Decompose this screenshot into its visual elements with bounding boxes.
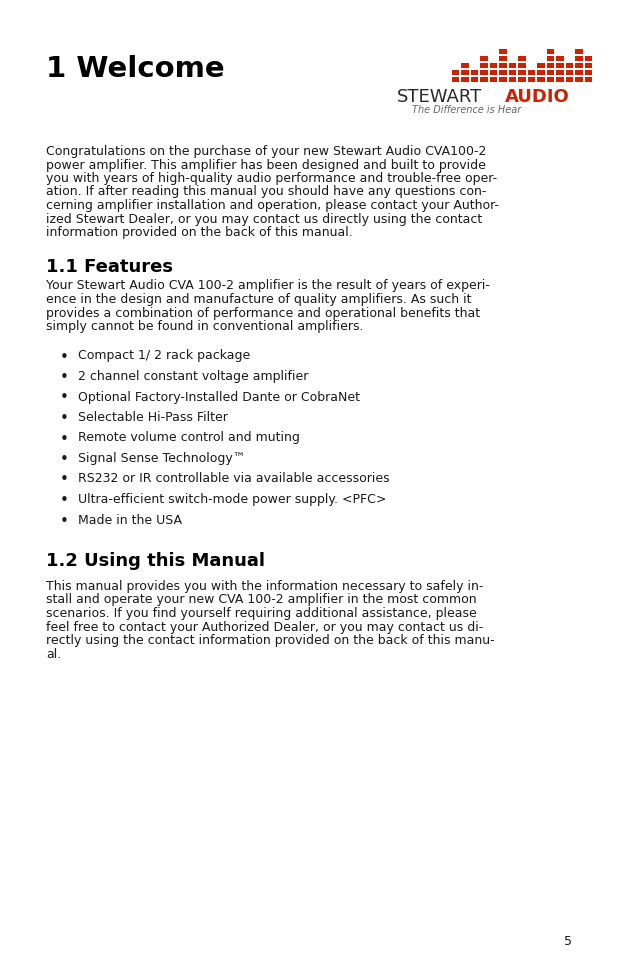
Text: •: • [60,452,69,467]
Text: Congratulations on the purchase of your new Stewart Audio CVA100-2: Congratulations on the purchase of your … [46,145,487,158]
Text: 1.1 Features: 1.1 Features [46,257,174,275]
Text: 5: 5 [564,934,572,947]
Bar [499,64,507,69]
Bar [585,71,592,76]
Text: ence in the design and manufacture of quality amplifiers. As such it: ence in the design and manufacture of qu… [46,293,472,306]
Bar [575,50,583,55]
Text: 2 channel constant voltage amplifier: 2 channel constant voltage amplifier [78,370,309,382]
Bar [565,77,573,83]
Bar [528,77,535,83]
Bar [489,64,497,69]
Text: rectly using the contact information provided on the back of this manu-: rectly using the contact information pro… [46,634,495,646]
Text: cerning amplifier installation and operation, please contact your Author-: cerning amplifier installation and opera… [46,199,499,212]
Bar [537,64,544,69]
Bar [452,71,459,76]
Bar [509,77,516,83]
Text: Compact 1/ 2 rack package: Compact 1/ 2 rack package [78,349,251,362]
Text: provides a combination of performance and operational benefits that: provides a combination of performance an… [46,306,480,319]
Text: •: • [60,390,69,405]
Bar [461,77,468,83]
Text: ized Stewart Dealer, or you may contact us directly using the contact: ized Stewart Dealer, or you may contact … [46,213,483,225]
Text: simply cannot be found in conventional amplifiers.: simply cannot be found in conventional a… [46,319,364,333]
Bar [585,64,592,69]
Text: 1 Welcome: 1 Welcome [46,55,225,83]
Bar [546,50,554,55]
Bar [575,64,583,69]
Text: ation. If after reading this manual you should have any questions con-: ation. If after reading this manual you … [46,185,487,198]
Bar [499,50,507,55]
Bar [499,56,507,62]
Text: Remote volume control and muting: Remote volume control and muting [78,431,300,444]
Bar [565,71,573,76]
Text: •: • [60,472,69,487]
Bar [518,64,525,69]
Text: stall and operate your new CVA 100-2 amplifier in the most common: stall and operate your new CVA 100-2 amp… [46,593,477,606]
Text: •: • [60,411,69,426]
Text: The Difference is Hear: The Difference is Hear [412,105,521,115]
Text: 1.2 Using this Manual: 1.2 Using this Manual [46,552,265,569]
Text: scenarios. If you find yourself requiring additional assistance, please: scenarios. If you find yourself requirin… [46,606,477,619]
Bar [546,77,554,83]
Bar [556,71,564,76]
Bar [518,56,525,62]
Bar [499,71,507,76]
Text: al.: al. [46,647,62,659]
Bar [537,77,544,83]
Text: power amplifier. This amplifier has been designed and built to provide: power amplifier. This amplifier has been… [46,158,486,172]
Text: •: • [60,493,69,507]
Text: Ultra-efficient switch-mode power supply. <PFC>: Ultra-efficient switch-mode power supply… [78,493,387,505]
Bar [546,64,554,69]
Bar [537,71,544,76]
Text: This manual provides you with the information necessary to safely in-: This manual provides you with the inform… [46,579,484,593]
Bar [556,64,564,69]
Text: you with years of high-quality audio performance and trouble-free oper-: you with years of high-quality audio per… [46,172,497,185]
Text: feel free to contact your Authorized Dealer, or you may contact us di-: feel free to contact your Authorized Dea… [46,619,484,633]
Text: Optional Factory-Installed Dante or CobraNet: Optional Factory-Installed Dante or Cobr… [78,390,360,403]
Bar [518,71,525,76]
Bar [489,71,497,76]
Text: Your Stewart Audio CVA 100-2 amplifier is the result of years of experi-: Your Stewart Audio CVA 100-2 amplifier i… [46,279,490,293]
Text: Signal Sense Technology™: Signal Sense Technology™ [78,452,245,464]
Bar [499,77,507,83]
Bar [556,77,564,83]
Bar [509,71,516,76]
Text: •: • [60,431,69,446]
Text: •: • [60,513,69,528]
Text: •: • [60,370,69,385]
Text: Made in the USA: Made in the USA [78,513,182,526]
Bar [470,71,478,76]
Text: information provided on the back of this manual.: information provided on the back of this… [46,226,353,239]
Bar [585,56,592,62]
Bar [546,71,554,76]
Bar [489,77,497,83]
Bar [461,64,468,69]
Bar [480,64,488,69]
Text: STEWART: STEWART [397,88,482,106]
Bar [518,77,525,83]
Bar [565,64,573,69]
Bar [509,64,516,69]
Text: •: • [60,349,69,364]
Bar [575,56,583,62]
Bar [575,71,583,76]
Text: Selectable Hi-Pass Filter: Selectable Hi-Pass Filter [78,411,228,423]
Bar [585,77,592,83]
Bar [480,71,488,76]
Bar [480,77,488,83]
Bar [470,77,478,83]
Text: RS232 or IR controllable via available accessories: RS232 or IR controllable via available a… [78,472,390,485]
Bar [546,56,554,62]
Bar [556,56,564,62]
Bar [461,71,468,76]
Bar [480,56,488,62]
Bar [452,77,459,83]
Text: AUDIO: AUDIO [505,88,570,106]
Bar [575,77,583,83]
Bar [528,71,535,76]
